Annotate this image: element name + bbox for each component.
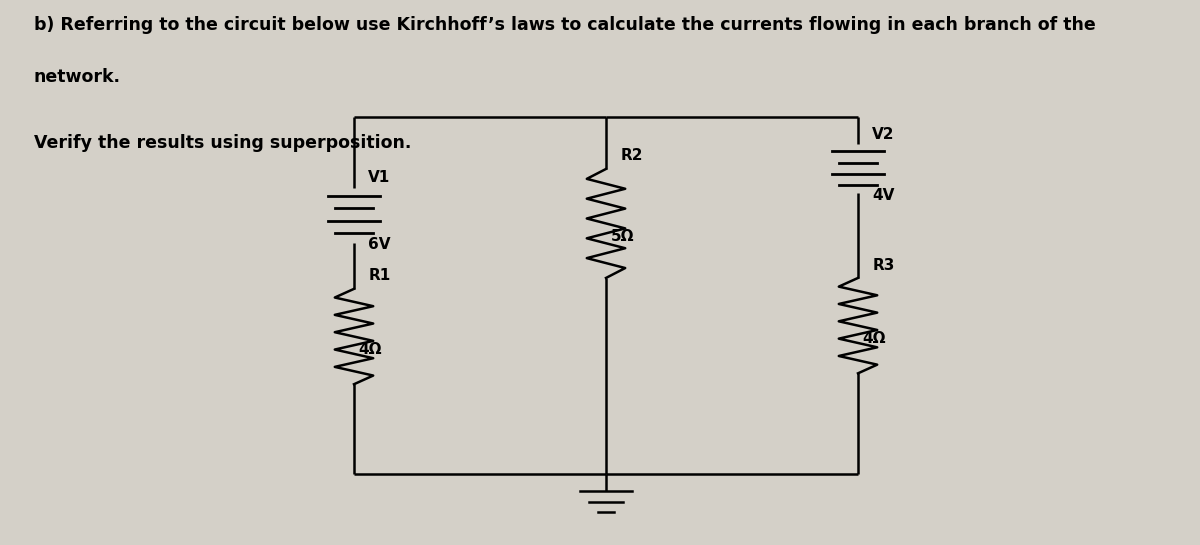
Text: network.: network. xyxy=(34,68,120,86)
Text: R3: R3 xyxy=(872,257,895,272)
Text: 5Ω: 5Ω xyxy=(611,229,635,244)
Text: R2: R2 xyxy=(620,148,643,164)
Text: V2: V2 xyxy=(872,126,895,142)
Text: Verify the results using superposition.: Verify the results using superposition. xyxy=(34,134,410,152)
Text: R1: R1 xyxy=(368,268,391,283)
Text: 4V: 4V xyxy=(872,188,895,203)
Text: b) Referring to the circuit below use Kirchhoff’s laws to calculate the currents: b) Referring to the circuit below use Ki… xyxy=(34,16,1096,34)
Text: 4Ω: 4Ω xyxy=(863,331,887,346)
Text: V1: V1 xyxy=(368,170,391,185)
Text: 4Ω: 4Ω xyxy=(359,342,383,357)
Text: 6V: 6V xyxy=(368,237,391,252)
